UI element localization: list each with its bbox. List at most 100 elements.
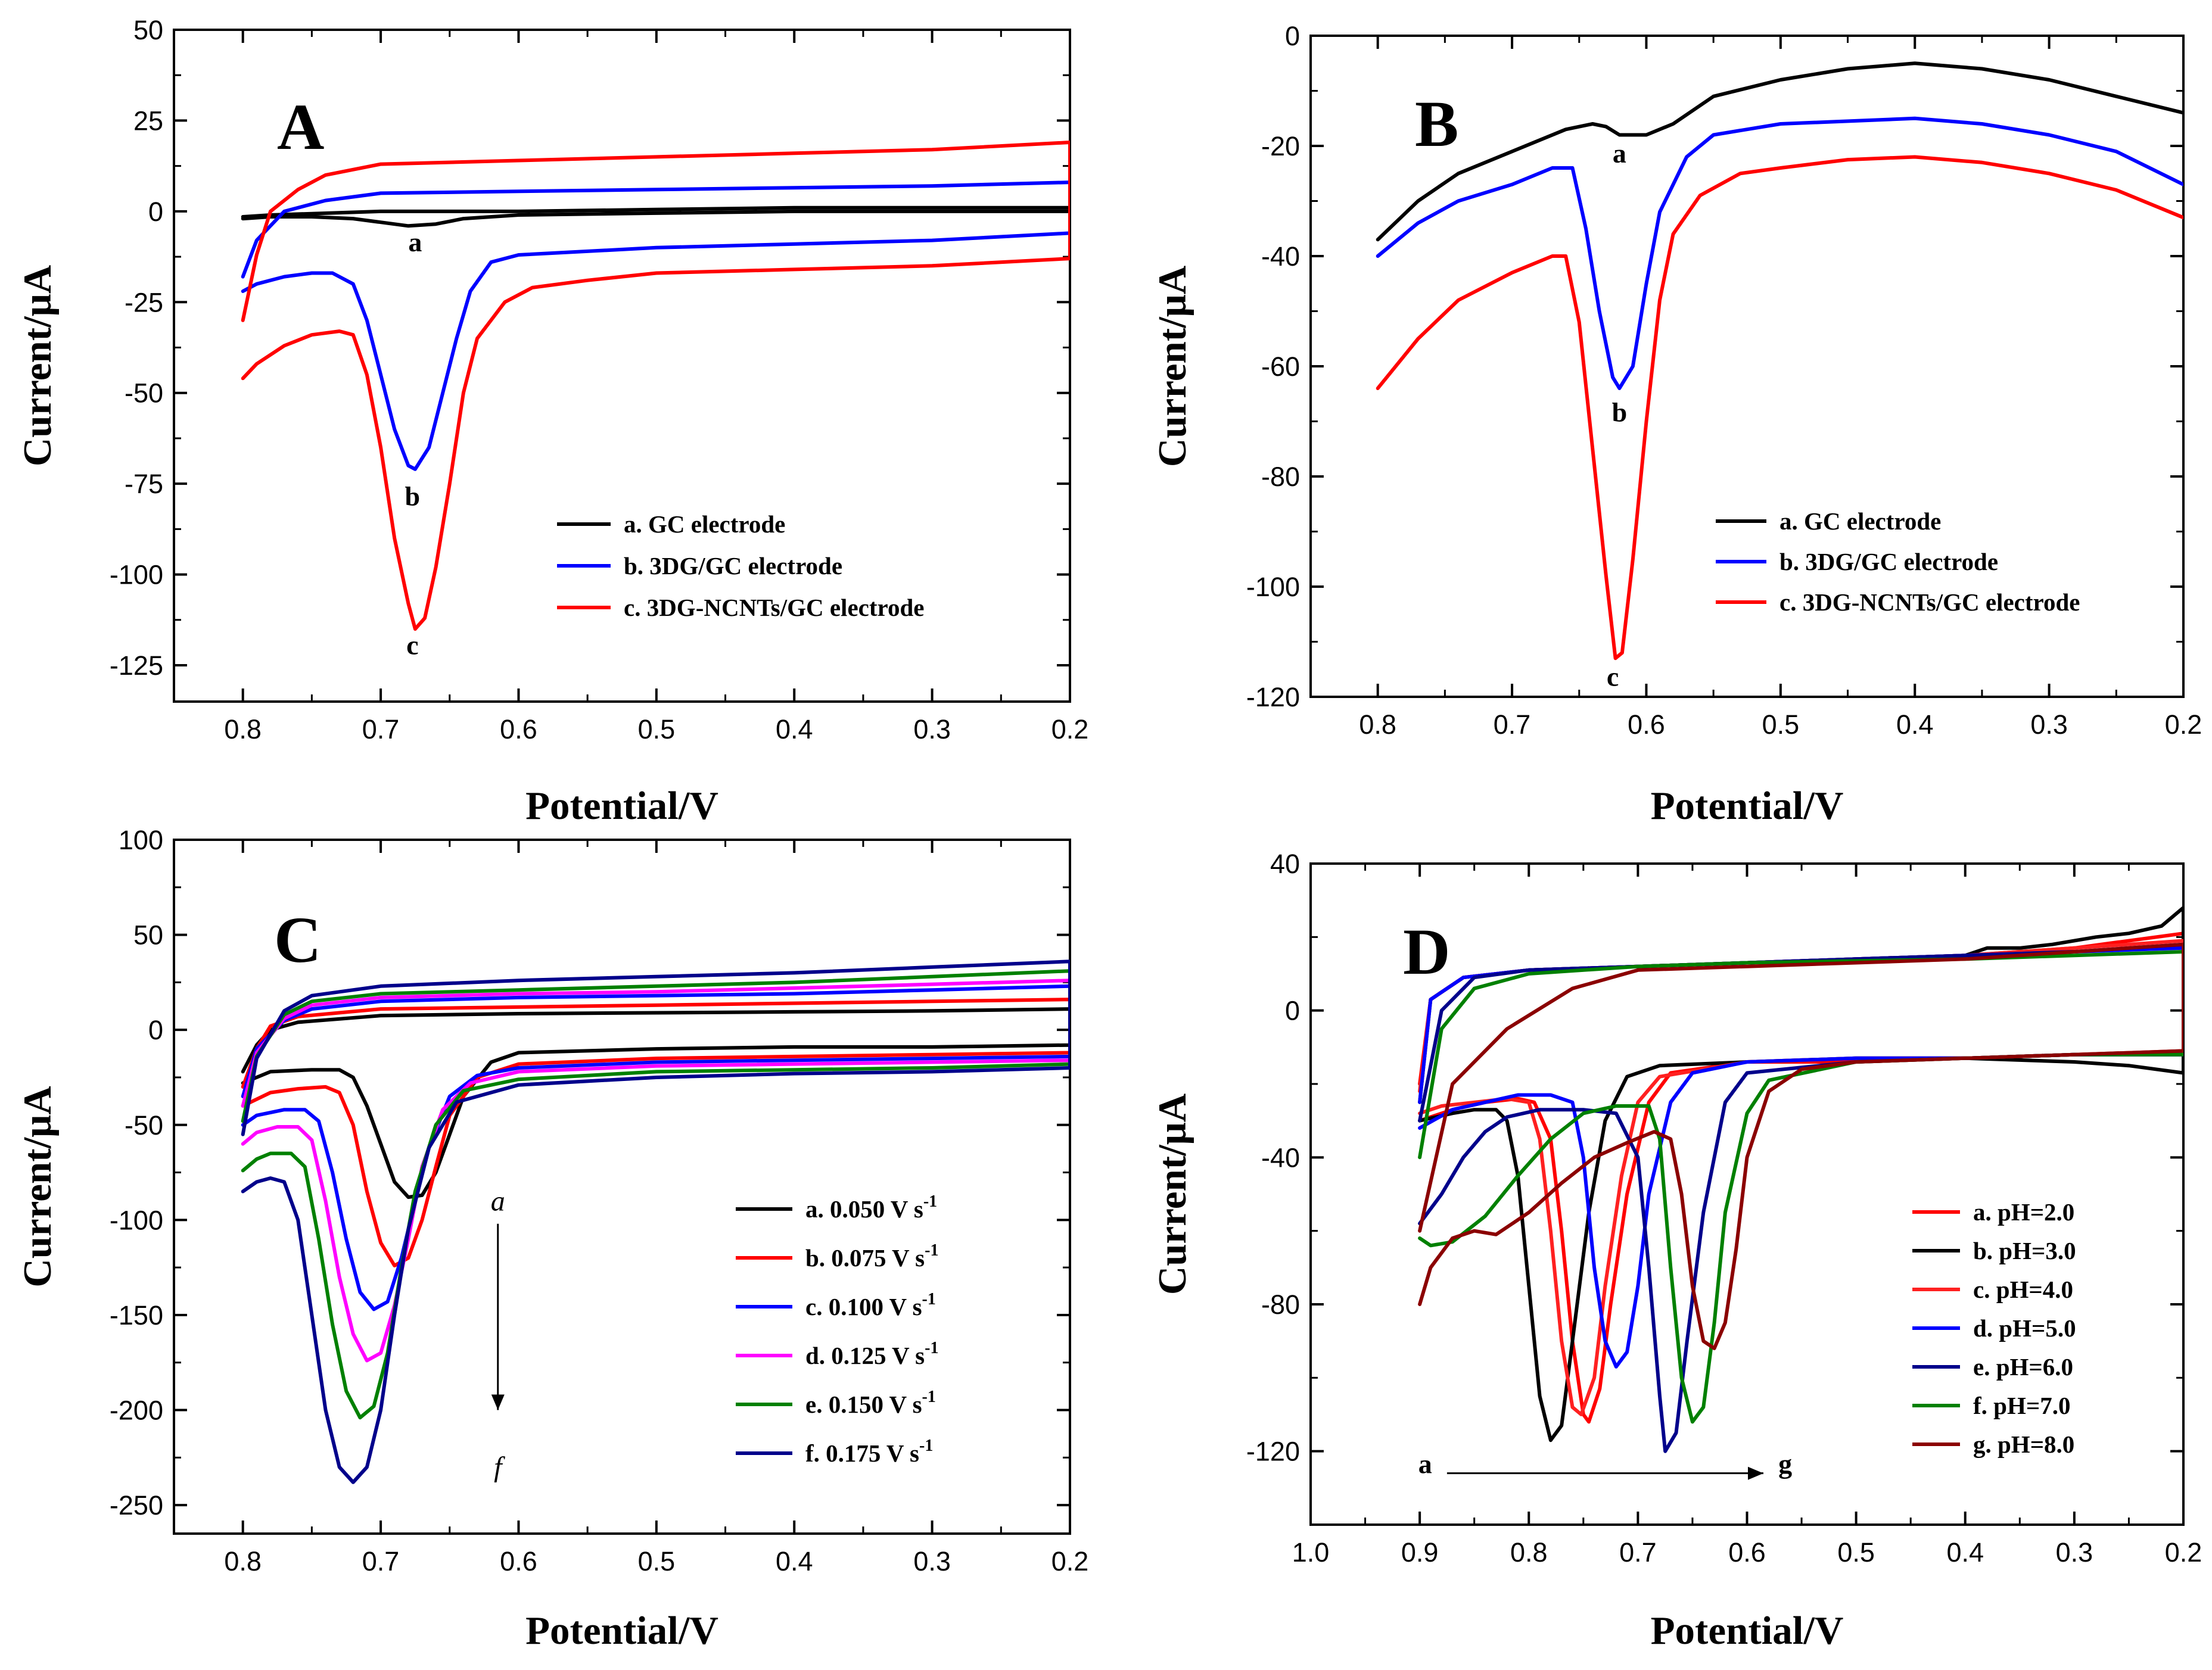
legend-label: c. 0.100 V s-1 (805, 1290, 936, 1320)
x-tick-label: 0.7 (362, 1546, 400, 1576)
y-tick-label: -80 (1261, 462, 1300, 492)
x-tick-label: 0.6 (1628, 709, 1665, 740)
legend-label: a. GC electrode (624, 510, 785, 538)
y-tick-label: -25 (125, 287, 163, 317)
legend-label-text: d. pH=5.0 (1973, 1314, 2076, 1342)
legend-superscript: -1 (925, 1241, 938, 1260)
y-tick-label: -200 (110, 1395, 163, 1426)
x-tick-label: 0.9 (1401, 1537, 1439, 1568)
series-line (241, 205, 1070, 228)
y-tick-label: -50 (125, 1110, 163, 1141)
y-tick-label: 0 (1285, 21, 1300, 51)
x-tick-label: 0.3 (913, 714, 951, 744)
series-line (241, 979, 1070, 1363)
legend-label-text: b. 3DG/GC electrode (1779, 548, 1998, 575)
x-tick-label: 0.5 (638, 1546, 676, 1576)
legend: a. pH=2.0 b. pH=3.0 c. pH=4.0 d. pH=5.0 e. p… (1912, 1198, 2076, 1458)
x-tick-label: 0.8 (1359, 709, 1396, 740)
y-tick-label: 40 (1270, 849, 1300, 879)
legend-label-text: b. pH=3.0 (1973, 1237, 2076, 1264)
x-axis-title: Potential/V (1651, 1609, 1844, 1653)
x-tick-label: 0.7 (362, 714, 400, 744)
legend-label: f. 0.175 V s-1 (805, 1437, 933, 1467)
trend-arrow-head (491, 1394, 505, 1410)
legend-label-text: b. 0.075 V s (805, 1244, 925, 1272)
panel-c: 0.8 0.7 0.6 0.5 0.4 0.3 0.2 100 50 0 -50 -100 -150 -2… (15, 825, 1088, 1653)
y-axis-title: Current/μA (15, 1086, 60, 1287)
curve-annotation: a (491, 1185, 505, 1217)
y-tick-label: -150 (110, 1300, 163, 1331)
legend-label-text: g. pH=8.0 (1973, 1431, 2074, 1458)
series-line (241, 180, 1070, 471)
legend: a. GC electrode b. 3DG/GC electrode c. 3DG… (557, 510, 924, 621)
legend-label: c. 3DG-NCNTs/GC electrode (1779, 588, 2080, 616)
series-group (241, 959, 1070, 1484)
x-tick-label: 0.7 (1494, 709, 1531, 740)
y-tick-label: -120 (1246, 1437, 1300, 1467)
legend-label-text: e. 0.150 V s (805, 1391, 922, 1418)
y-tick-label: -100 (1246, 572, 1300, 602)
y-tick-label: -50 (125, 378, 163, 409)
series-line (1418, 950, 2183, 1424)
plot-frame (173, 839, 1071, 1535)
x-tick-label: 0.5 (1837, 1537, 1875, 1568)
y-tick-label: -60 (1261, 351, 1300, 382)
x-tick-label: 0.8 (1510, 1537, 1548, 1568)
y-tick-label: -120 (1246, 682, 1300, 712)
x-tick-label: 0.4 (1946, 1537, 1984, 1568)
x-tick-label: 0.3 (913, 1546, 951, 1576)
series-line (241, 984, 1070, 1311)
legend-label-text: a. GC electrode (624, 510, 785, 538)
x-tick-label: 0.2 (2165, 709, 2202, 740)
curve-annotation: c (1607, 662, 1619, 692)
y-tick-label: -75 (125, 469, 163, 499)
x-tick-label: 0.6 (500, 714, 537, 744)
x-tick-label: 0.4 (776, 1546, 813, 1576)
x-axis-title: Potential/V (1651, 784, 1844, 828)
y-tick-label: 50 (133, 920, 163, 951)
series-line (1376, 61, 2183, 242)
y-axis-title: Current/μA (1150, 1093, 1194, 1295)
y-tick-label: 50 (133, 15, 163, 45)
legend-label-text: f. 0.175 V s (805, 1440, 919, 1467)
panel-label: B (1415, 88, 1458, 160)
legend-label: b. 3DG/GC electrode (1779, 548, 1998, 575)
panel-label: D (1403, 915, 1450, 988)
y-axis-title: Current/μA (1150, 266, 1194, 467)
legend-label-text: e. pH=6.0 (1973, 1353, 2073, 1381)
curve-annotation: b (405, 481, 420, 512)
legend-superscript: -1 (925, 1339, 938, 1357)
series-line (1376, 116, 2183, 390)
x-axis-title: Potential/V (525, 784, 718, 828)
legend-label: a. GC electrode (1779, 507, 1941, 535)
x-tick-label: 0.2 (1051, 714, 1089, 744)
x-tick-label: 0.5 (1762, 709, 1800, 740)
legend-label: c. 3DG-NCNTs/GC electrode (624, 594, 924, 621)
y-tick-label: -20 (1261, 131, 1300, 161)
trend-arrow-head (1748, 1466, 1763, 1480)
series-line (241, 959, 1070, 1484)
legend-label: b. 0.075 V s-1 (805, 1241, 938, 1272)
legend-label-text: c. 3DG-NCNTs/GC electrode (1779, 588, 2080, 616)
x-tick-label: 0.2 (1051, 1546, 1089, 1576)
legend-label: b. 3DG/GC electrode (624, 552, 842, 579)
y-tick-label: -40 (1261, 1142, 1300, 1173)
y-tick-label: -100 (110, 560, 163, 590)
x-tick-label: 1.0 (1292, 1537, 1330, 1568)
series-line (241, 1007, 1070, 1199)
panel-a: 0.8 0.7 0.6 0.5 0.4 0.3 0.2 50 25 0 -25 -50 -75 -100 -… (15, 15, 1088, 828)
curve-annotation: a (1418, 1449, 1432, 1479)
legend-label: g. pH=8.0 (1973, 1431, 2074, 1458)
series-group (1376, 61, 2183, 660)
legend-label-text: c. 0.100 V s (805, 1293, 922, 1320)
legend-label: b. pH=3.0 (1973, 1237, 2076, 1264)
legend-superscript: -1 (922, 1388, 936, 1406)
series-group (1418, 906, 2183, 1453)
x-tick-label: 0.3 (2056, 1537, 2093, 1568)
legend-label: d. pH=5.0 (1973, 1314, 2076, 1342)
y-tick-label: 0 (148, 197, 163, 227)
x-tick-label: 0.4 (1896, 709, 1934, 740)
x-tick-label: 0.5 (638, 714, 676, 744)
legend: a. GC electrode b. 3DG/GC electrode c. 3DG… (1716, 507, 2080, 616)
